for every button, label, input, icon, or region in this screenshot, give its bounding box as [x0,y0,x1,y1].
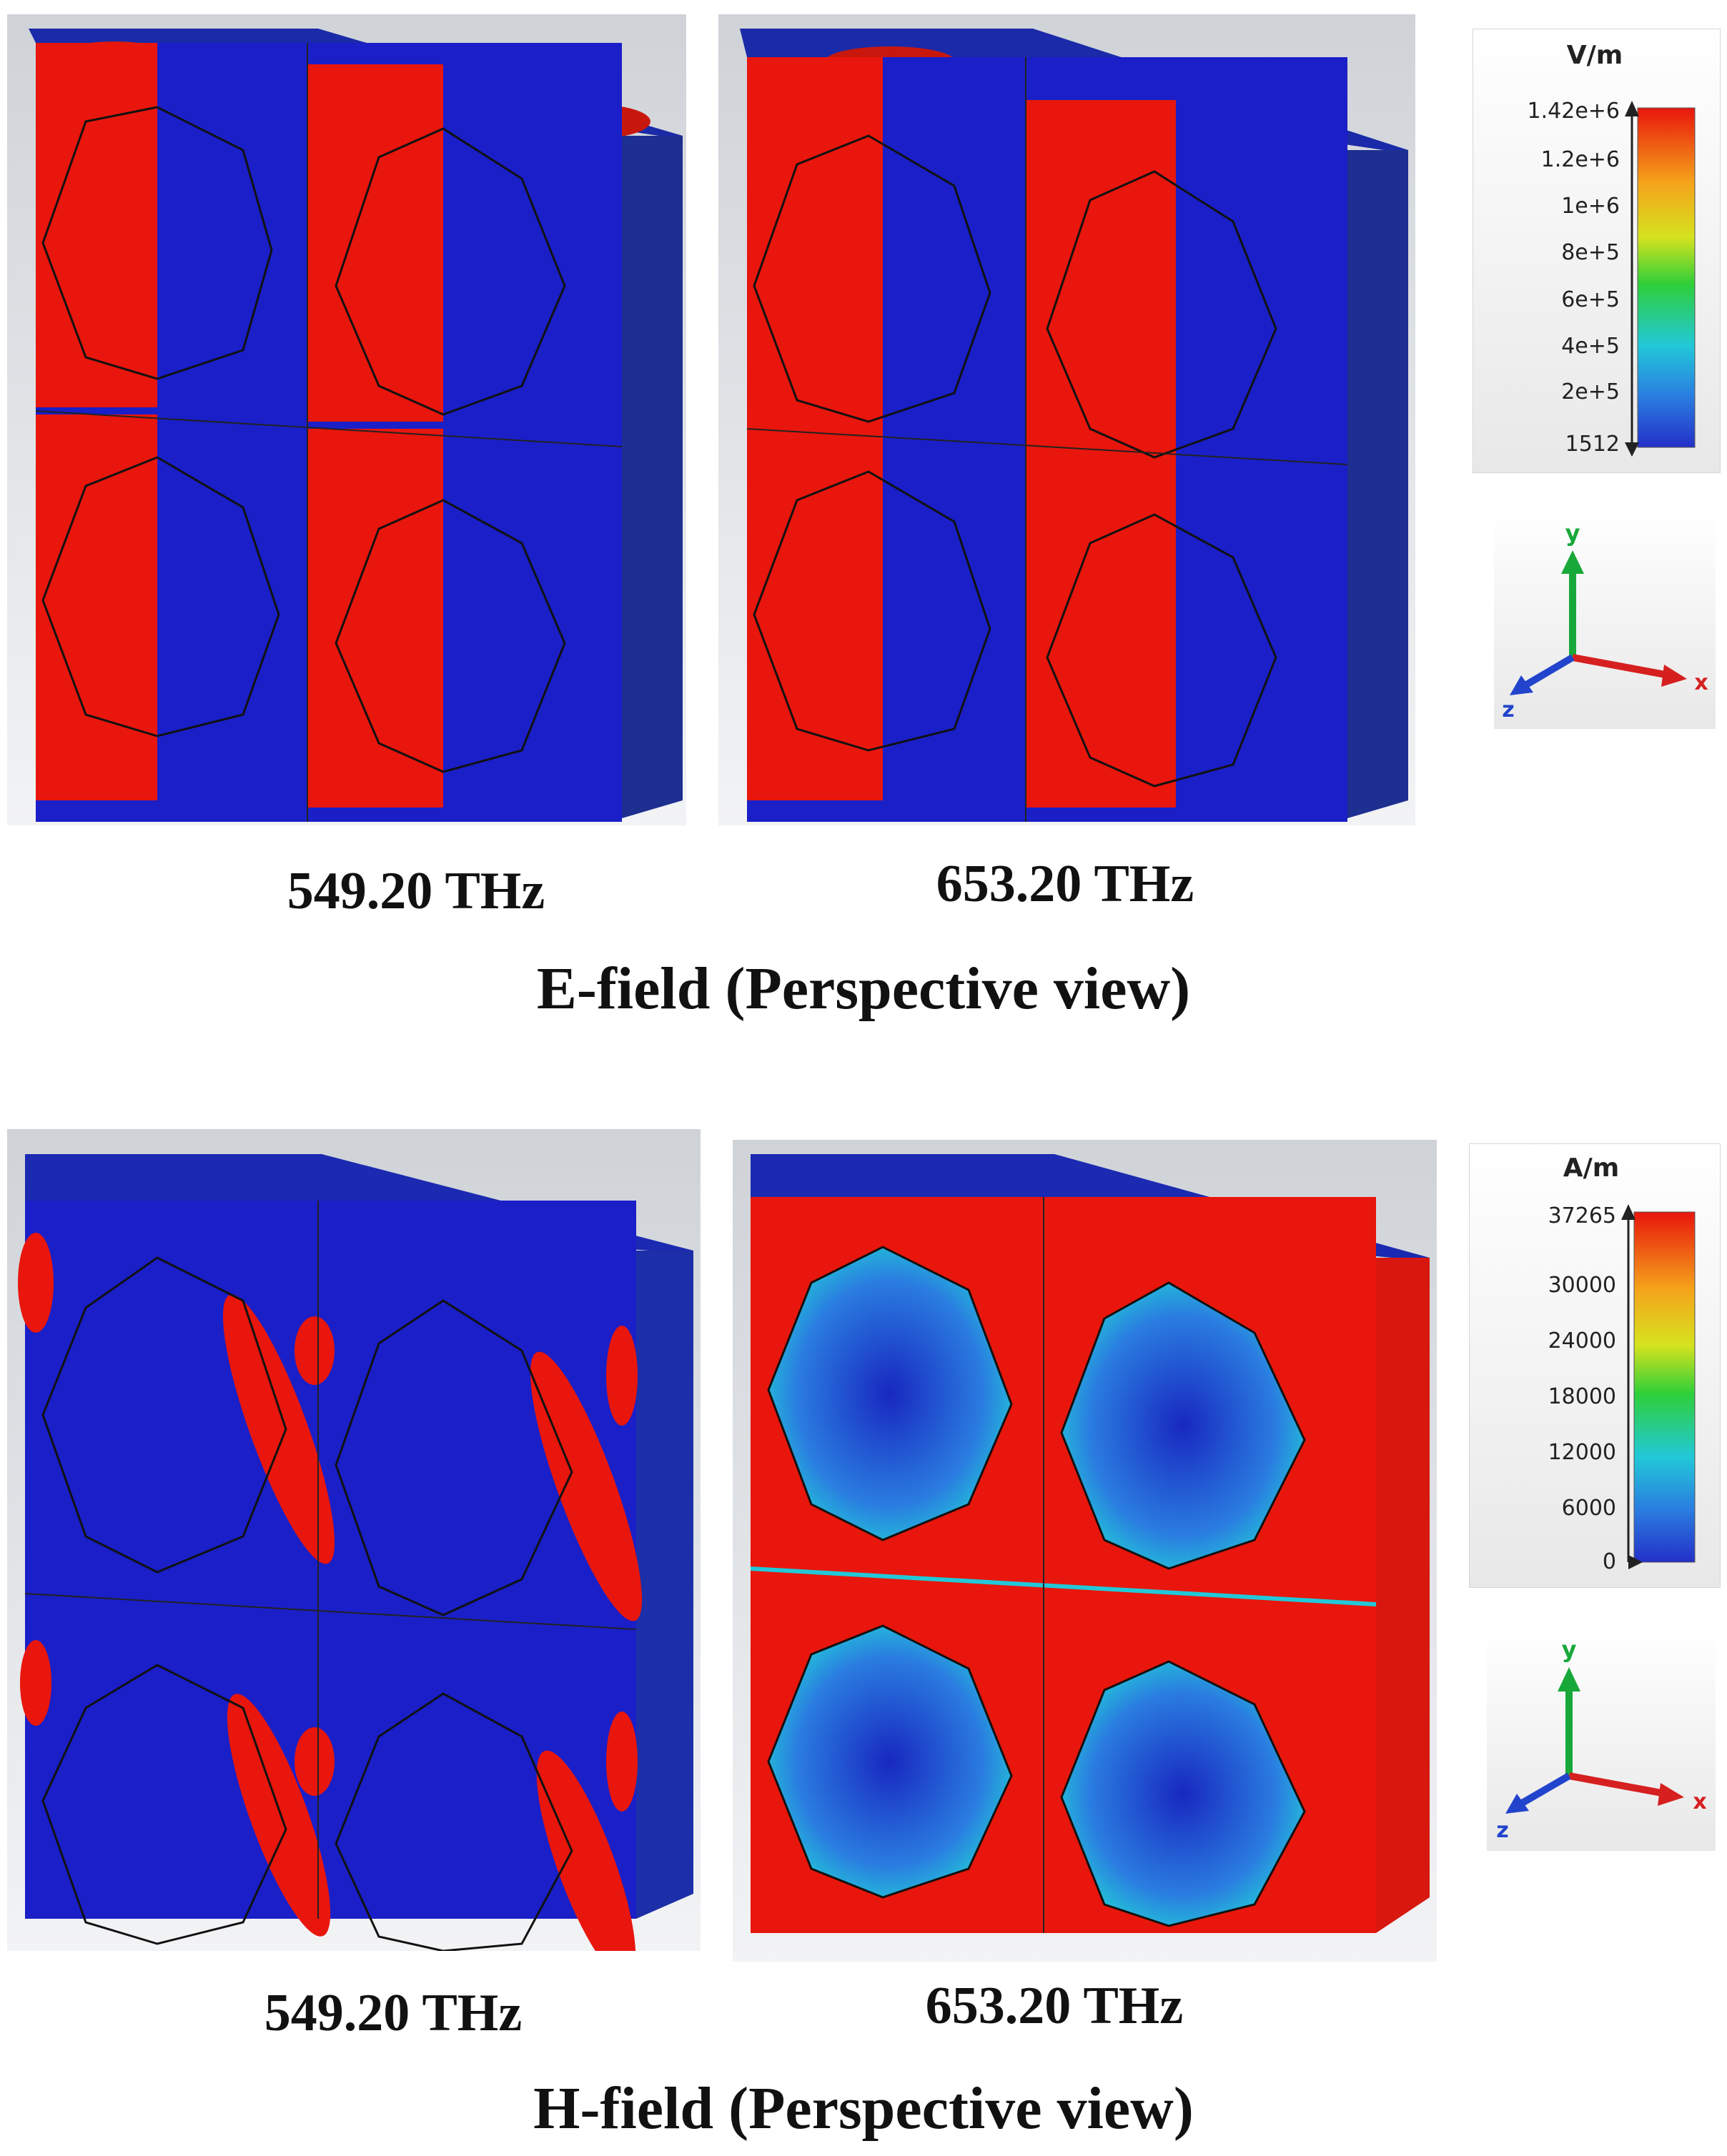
efield-tick-4: 6e+5 [1561,287,1620,312]
hfield-colorbar: A/m 37265 30000 24000 18000 12000 6000 0 [1469,1143,1721,1588]
efield-tick-7: 1512 [1565,432,1620,457]
hfield-axis-y-label: y [1562,1636,1577,1663]
hfield-tick-3: 18000 [1548,1384,1616,1409]
efield-tick-2: 1e+6 [1561,194,1620,219]
efield-axis-x-label: x [1694,670,1708,695]
efield-axes-triad: y x z [1494,511,1716,729]
efield-tick-6: 2e+5 [1561,379,1620,404]
efield-map-653 [718,14,1415,825]
efield-panel-653 [718,14,1415,825]
efield-panel-549 [7,14,686,825]
efield-colorbar: V/m 1.42e+6 1.2e+6 1e+6 8e+5 6e+5 4e+5 2… [1473,29,1721,473]
hfield-tick-1: 30000 [1548,1273,1616,1298]
hfield-colorbar-unit: A/m [1563,1153,1620,1183]
hfield-panel-549 [7,1129,701,1951]
hfield-tick-2: 24000 [1548,1328,1616,1353]
efield-tick-5: 4e+5 [1561,334,1620,359]
hfield-map-653 [733,1140,1437,1962]
efield-map-549 [7,14,686,825]
hfield-tick-6: 0 [1603,1549,1616,1574]
efield-section-title: E-field (Perspective view) [536,955,1191,1022]
efield-label-549: 549.20 THz [287,862,545,920]
efield-tick-1: 1.2e+6 [1541,147,1620,172]
hfield-section-title: H-field (Perspective view) [533,2075,1194,2142]
hfield-map-549 [7,1129,701,1951]
hfield-label-653: 653.20 THz [925,1977,1184,2035]
efield-tick-3: 8e+5 [1561,240,1620,265]
efield-colorbar-unit: V/m [1567,41,1623,70]
hfield-panel-653 [733,1140,1437,1962]
hfield-tick-4: 12000 [1548,1440,1616,1465]
hfield-tick-5: 6000 [1562,1496,1616,1521]
hfield-axis-z-label: z [1496,1818,1508,1843]
efield-axis-z-label: z [1502,697,1514,722]
hfield-label-549: 549.20 THz [264,1984,523,2042]
efield-axis-y-label: y [1565,520,1580,547]
hfield-tick-0: 37265 [1548,1203,1616,1228]
efield-tick-0: 1.42e+6 [1528,99,1620,124]
hfield-axes-triad: y x z [1487,1626,1716,1851]
efield-label-653: 653.20 THz [936,855,1194,913]
hfield-axis-x-label: x [1693,1789,1706,1814]
